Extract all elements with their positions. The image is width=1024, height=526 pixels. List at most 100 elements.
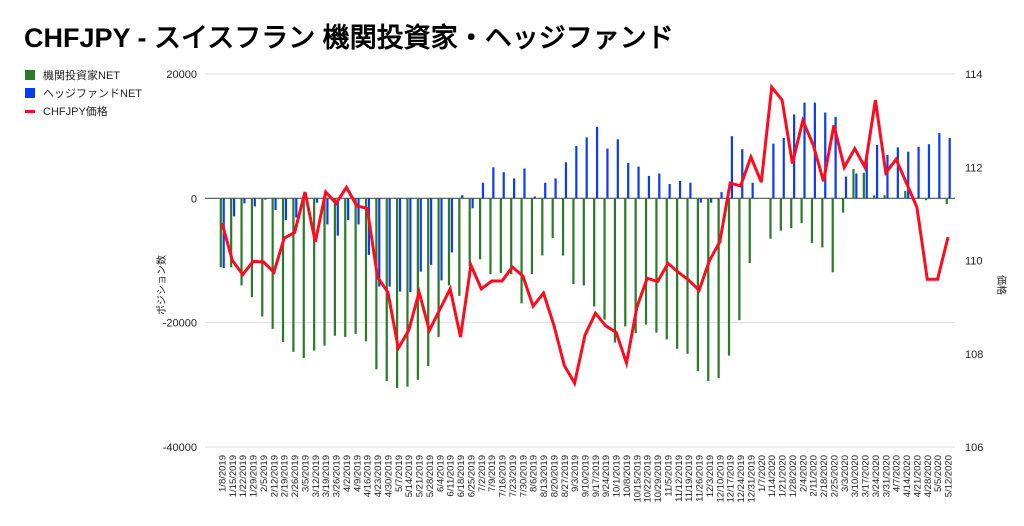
legend-swatch-blue (25, 88, 35, 98)
bar-institutional-net (354, 198, 357, 334)
bar-hedge-fund-net (388, 198, 391, 287)
x-tick-label: 1/28/2020 (788, 455, 799, 497)
x-tick-label: 6/4/2019 (435, 455, 446, 492)
y2-axis-title: 価格 (995, 275, 1008, 295)
x-tick-label: 3/31/2020 (881, 455, 892, 497)
x-tick-label: 5/28/2019 (425, 455, 436, 497)
bar-hedge-fund-net (378, 198, 381, 287)
x-tick-label: 10/1/2019 (612, 455, 623, 497)
y-tick-label: 0 (191, 193, 197, 205)
bar-institutional-net (748, 198, 751, 263)
x-tick-label: 12/10/2019 (715, 455, 726, 503)
bar-hedge-fund-net (844, 176, 848, 199)
x-tick-label: 1/14/2020 (767, 455, 778, 497)
bar-institutional-net (437, 198, 440, 337)
bar-hedge-fund-net (461, 195, 464, 199)
bar-hedge-fund-net (606, 148, 609, 199)
x-tick-label: 2/18/2020 (819, 455, 830, 497)
bar-hedge-fund-net (523, 168, 526, 199)
bar-institutional-net (344, 198, 347, 337)
x-tick-label: 4/9/2019 (352, 455, 363, 492)
bar-institutional-net (738, 198, 741, 321)
x-tick-label: 5/14/2019 (404, 455, 415, 497)
bar-hedge-fund-net (627, 162, 630, 199)
bar-institutional-net (333, 198, 336, 336)
x-tick-label: 1/29/2019 (249, 455, 260, 497)
bar-institutional-net (603, 198, 606, 320)
bar-hedge-fund-net (585, 137, 588, 199)
bar-institutional-net (489, 198, 492, 275)
x-tick-label: 3/19/2019 (321, 455, 332, 497)
bar-institutional-net (364, 198, 368, 342)
bar-institutional-net (447, 198, 451, 286)
chart-title: CHFJPY - スイスフラン 機関投資家・ヘッジファンド (24, 23, 674, 53)
bar-institutional-net (769, 198, 772, 239)
bar-institutional-net (478, 198, 482, 260)
bar-hedge-fund-net (886, 154, 889, 199)
x-tick-label: 12/31/2019 (746, 455, 757, 503)
bar-hedge-fund-net (689, 182, 692, 199)
bar-institutional-net (396, 198, 399, 388)
bar-institutional-net (416, 198, 419, 380)
x-tick-label: 2/5/2019 (259, 455, 270, 492)
bar-institutional-net (530, 198, 534, 275)
bar-hedge-fund-net (430, 198, 433, 265)
bar-hedge-fund-net (564, 162, 568, 199)
bar-institutional-net (841, 198, 845, 213)
x-tick-label: 10/15/2019 (632, 455, 643, 503)
x-tick-label: 11/19/2019 (684, 455, 695, 502)
price-line (220, 83, 950, 388)
bar-hedge-fund-net (595, 126, 599, 199)
bar-institutional-net (406, 198, 409, 387)
x-tick-label: 2/19/2019 (280, 455, 291, 497)
bar-hedge-fund-net (481, 182, 485, 199)
x-tick-label: 3/12/2019 (311, 455, 322, 497)
y-tick-label: 20000 (166, 69, 197, 81)
x-tick-label: 5/12/2020 (944, 455, 955, 497)
x-tick-label: 10/29/2019 (653, 455, 664, 503)
bar-hedge-fund-net (616, 139, 619, 199)
bar-hedge-fund-net (917, 146, 920, 199)
bar-institutional-net (230, 198, 233, 268)
bar-hedge-fund-net (284, 198, 288, 221)
x-tick-label: 8/27/2019 (560, 455, 571, 497)
bar-institutional-net (696, 198, 699, 372)
x-tick-label: 3/17/2020 (861, 455, 872, 497)
bar-hedge-fund-net (647, 175, 651, 199)
bar-institutional-net (593, 198, 596, 307)
x-tick-label: 6/18/2019 (456, 455, 467, 497)
x-tick-label: 1/8/2019 (218, 455, 229, 492)
bar-institutional-net (904, 190, 907, 199)
x-tick-label: 4/30/2019 (383, 455, 394, 497)
legend-swatch-green (25, 70, 35, 80)
bar-hedge-fund-net (751, 182, 754, 199)
bar-institutional-net (883, 195, 886, 199)
x-tick-label: 9/10/2019 (581, 455, 592, 497)
bar-hedge-fund-net (699, 198, 702, 203)
bar-institutional-net (810, 198, 814, 244)
bar-institutional-net (292, 198, 295, 352)
bar-institutional-net (302, 198, 305, 359)
x-tick-label: 5/5/2020 (933, 455, 944, 492)
bar-hedge-fund-net (772, 143, 775, 199)
bar-hedge-fund-net (295, 198, 298, 218)
bar-institutional-net (499, 198, 502, 273)
x-tick-label: 10/8/2019 (622, 455, 633, 497)
x-tick-label: 12/24/2019 (736, 455, 747, 503)
x-tick-label: 7/16/2019 (498, 455, 509, 497)
bar-hedge-fund-net (409, 198, 412, 293)
x-tick-label: 7/30/2019 (518, 455, 529, 497)
legend-item-price: CHFJPY価格 (25, 103, 108, 119)
legend-label: 機関投資家NET (43, 70, 120, 82)
x-tick-label: 12/17/2019 (726, 455, 737, 503)
bar-institutional-net (250, 198, 254, 298)
bar-hedge-fund-net (824, 112, 827, 199)
bar-institutional-net (427, 198, 430, 367)
bar-institutional-net (655, 198, 658, 333)
bar-institutional-net (561, 198, 565, 256)
bar-institutional-net (541, 198, 544, 256)
bar-institutional-net (665, 198, 668, 340)
x-tick-label: 4/2/2019 (342, 455, 353, 492)
legend-label: ヘッジファンドNET (43, 88, 142, 100)
legend-label: CHFJPY価格 (43, 106, 108, 118)
